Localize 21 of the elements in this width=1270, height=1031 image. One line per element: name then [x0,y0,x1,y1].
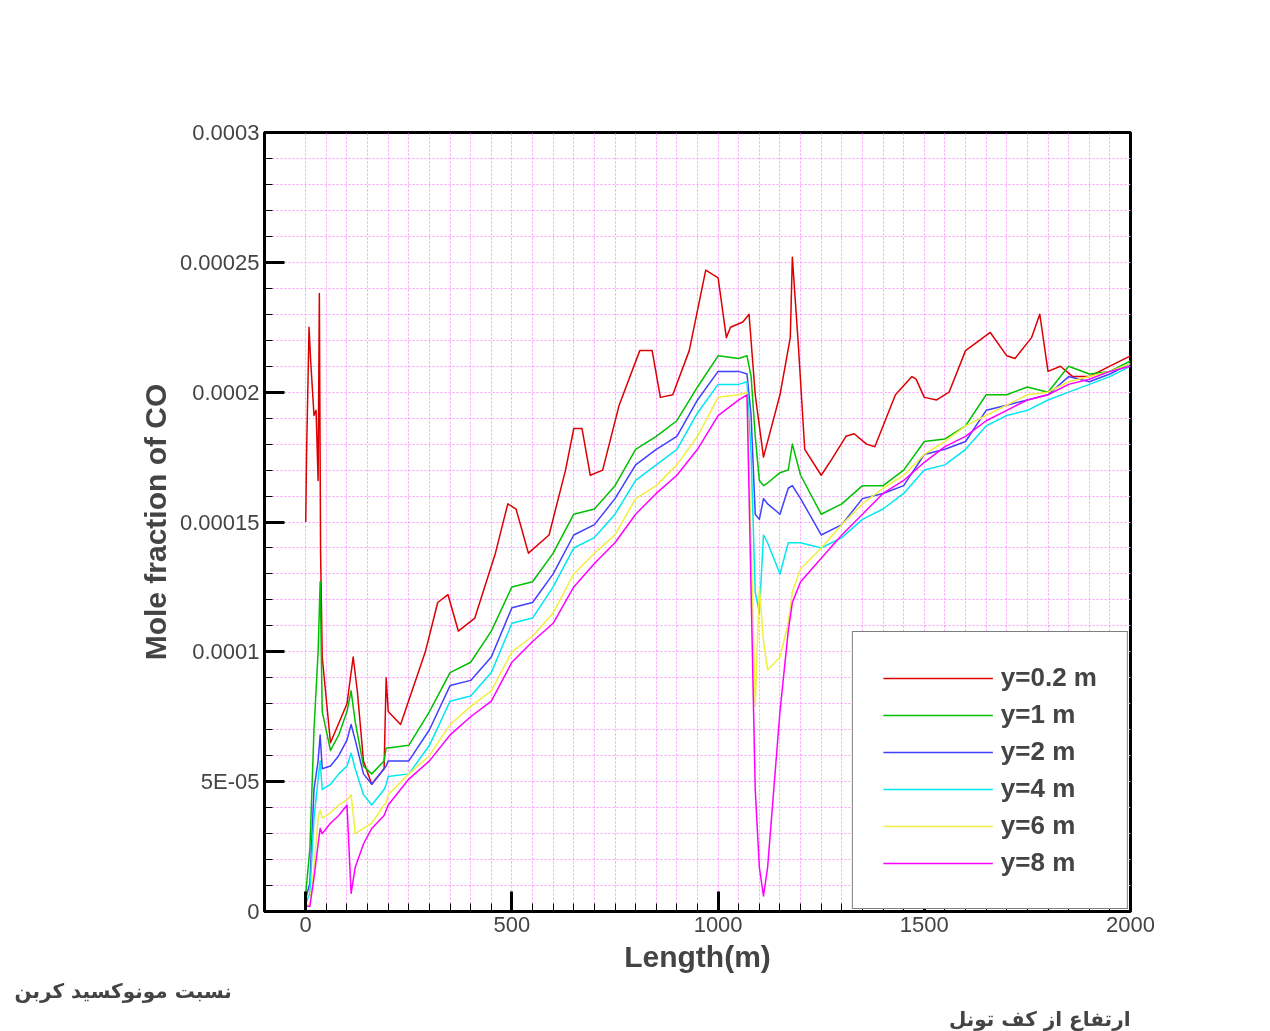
legend-label: y=0.2 m [1000,662,1097,693]
y-tick-label: 0.0002 [192,379,260,405]
text: نسبت مونوکسید کربن [14,978,232,1003]
x-tick-label: 0 [299,911,312,937]
text: ارتفاع از کف تونل [948,1006,1131,1031]
x-tick-label: 1500 [899,911,949,937]
x-tick-label: 500 [493,911,531,937]
legend-label: y=1 m [1000,699,1076,730]
legend-label: y=6 m [1000,810,1076,841]
legend-label: y=4 m [1000,773,1076,804]
x-tick-label: 2000 [1106,911,1155,937]
y-tick-label: 0.0003 [192,120,260,145]
y-tick-label: 5E-05 [200,769,260,795]
y-tick-label: 0.0001 [192,639,260,665]
legend-label: y=8 m [1000,847,1076,878]
y-tick-label: 0.00015 [179,509,260,535]
y-tick-label: 0.00025 [179,249,260,275]
x-tick-label: 1000 [693,911,743,937]
x-axis-title: Length(m) [624,939,771,973]
legend-label: y=2 m [1000,736,1076,767]
y-axis-title: Mole fraction of CO [138,383,172,661]
